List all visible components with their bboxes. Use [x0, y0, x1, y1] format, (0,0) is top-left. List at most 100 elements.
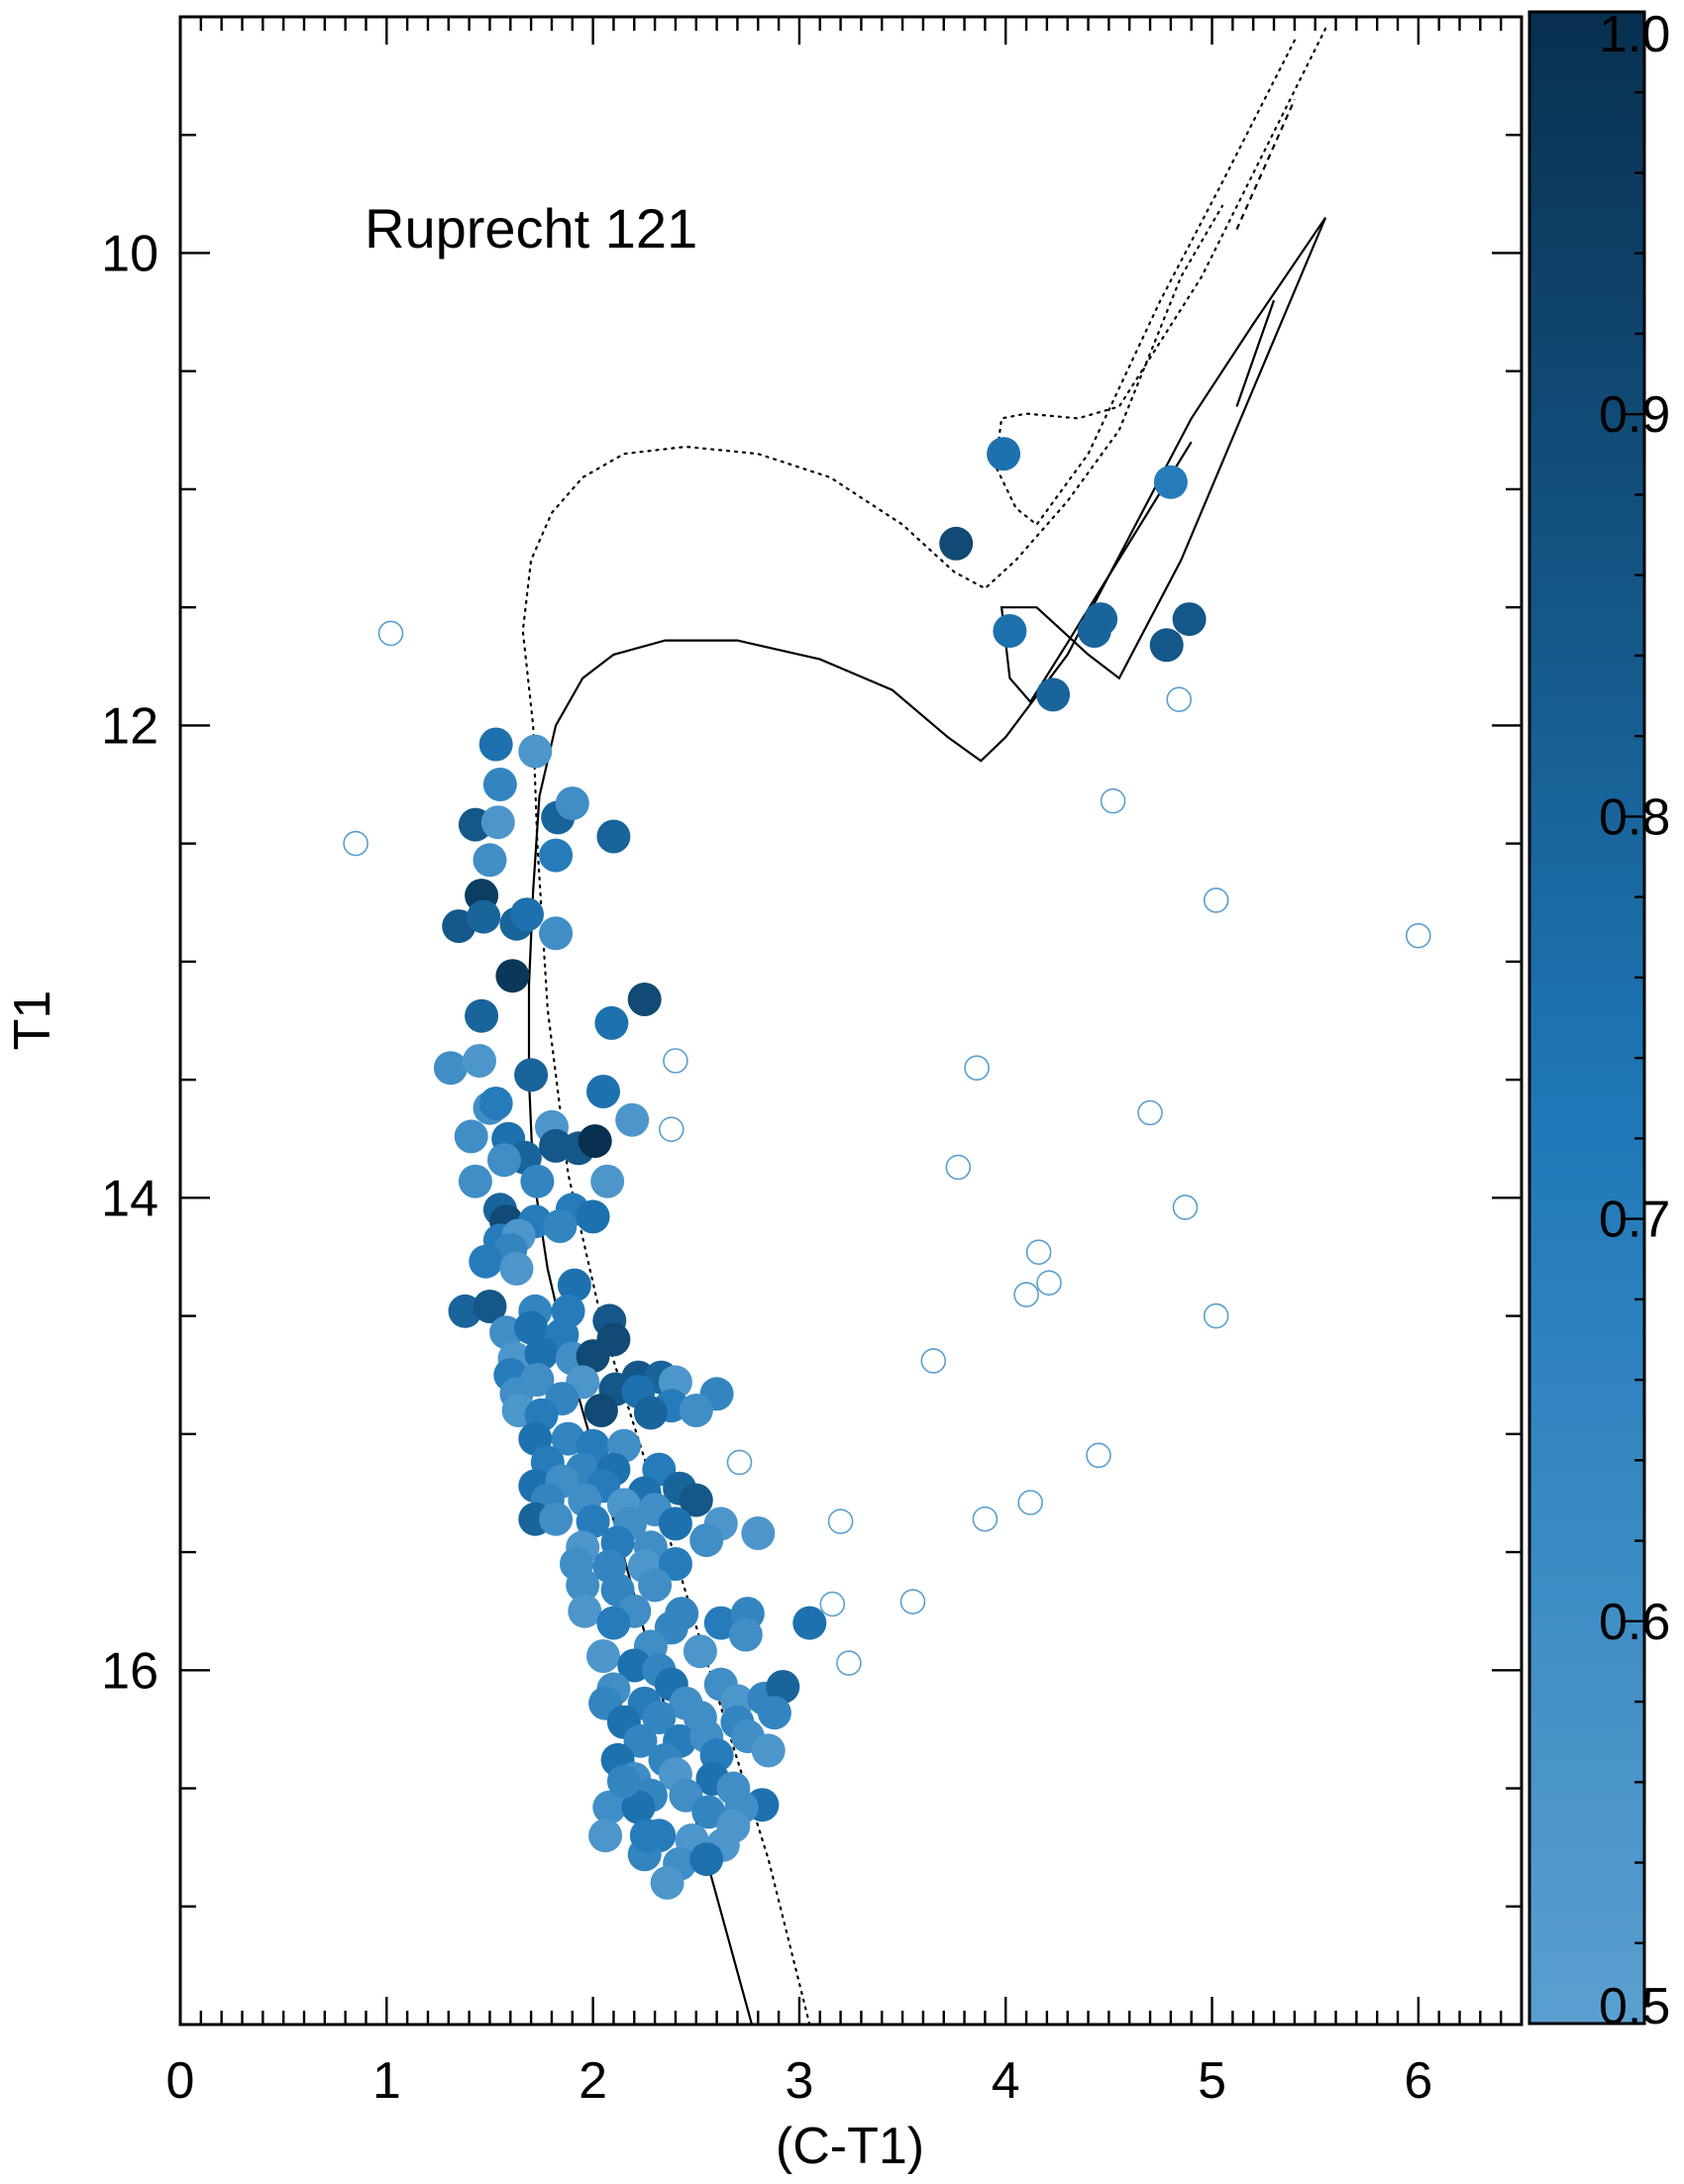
- nonmember-open-circle: [1172, 1195, 1199, 1220]
- member-filled-circle: [518, 734, 553, 769]
- member-filled-circle: [615, 1102, 650, 1137]
- isochrone-dotted: [521, 204, 1224, 2027]
- member-filled-circle: [454, 1119, 488, 1154]
- member-filled-circle: [539, 916, 574, 951]
- y-tick-label: 14: [101, 1170, 158, 1227]
- x-tick-label: 4: [992, 2052, 1020, 2110]
- colorbar-tick-label: 0.9: [1599, 386, 1670, 444]
- member-filled-circle: [658, 1507, 692, 1541]
- member-filled-circle: [716, 1809, 751, 1843]
- nonmember-open-circle: [1025, 1239, 1052, 1265]
- member-filled-circle: [467, 899, 501, 934]
- member-filled-circle: [463, 1044, 496, 1078]
- y-tick-label: 12: [101, 697, 158, 755]
- member-filled-circle: [751, 1733, 786, 1768]
- colorbar-tick-label: 0.8: [1599, 788, 1670, 846]
- member-filled-circle: [480, 805, 515, 840]
- member-filled-circle: [757, 1696, 791, 1730]
- member-filled-circle: [691, 1795, 726, 1829]
- member-filled-circle: [596, 1606, 631, 1640]
- member-filled-circle: [487, 1143, 521, 1178]
- nonmember-open-circle: [899, 1589, 926, 1614]
- member-filled-circle: [741, 1516, 776, 1550]
- member-filled-circle: [792, 1606, 827, 1640]
- member-filled-circle: [987, 437, 1021, 471]
- nonmember-open-circle: [1086, 1442, 1111, 1469]
- member-filled-circle: [586, 1075, 620, 1108]
- member-filled-circle: [514, 1310, 549, 1345]
- member-filled-circle: [576, 1339, 610, 1374]
- nonmember-open-circle: [964, 1055, 990, 1081]
- nonmember-open-circle: [819, 1591, 846, 1617]
- member-filled-circle: [1149, 628, 1184, 663]
- x-tick-label: 1: [372, 2052, 401, 2110]
- member-filled-circle: [766, 1670, 800, 1704]
- member-filled-circle: [679, 1394, 713, 1427]
- x-tick-label: 0: [166, 2052, 195, 2110]
- member-filled-circle: [594, 1005, 629, 1040]
- member-filled-circle: [683, 1634, 717, 1669]
- member-filled-circle: [473, 843, 507, 878]
- member-filled-circle: [689, 1523, 724, 1558]
- y-tick-label: 10: [101, 225, 158, 282]
- member-filled-circle: [638, 1568, 673, 1603]
- x-tick-label: 3: [785, 2052, 813, 2110]
- member-filled-circle: [629, 1819, 664, 1853]
- colorbar-ticks: 1.0 0.9 0.8 0.7 0.6 0.5: [1599, 6, 1670, 2035]
- plot-frame: [178, 15, 1524, 2027]
- member-filled-circle: [458, 1164, 492, 1198]
- x-tick-label: 2: [579, 2052, 607, 2110]
- member-filled-circle: [689, 1842, 724, 1877]
- nonmember-open-circle: [658, 1116, 684, 1142]
- member-filled-circle: [588, 1819, 623, 1853]
- isochrone-dotted-giant-branch: [994, 27, 1327, 527]
- member-filled-circle: [1036, 677, 1071, 712]
- colorbar: [1529, 12, 1644, 2024]
- member-filled-circle: [568, 1594, 602, 1628]
- member-filled-circle: [1172, 602, 1207, 637]
- member-filled-circle: [473, 1290, 507, 1323]
- member-filled-circle: [590, 1164, 625, 1198]
- member-filled-circle: [520, 1164, 555, 1198]
- member-filled-circle: [543, 1209, 578, 1243]
- colorbar-tick-label: 0.7: [1599, 1192, 1670, 1249]
- member-filled-circle: [478, 727, 513, 762]
- member-filled-circle: [576, 1505, 610, 1539]
- nonmember-open-circle: [663, 1048, 688, 1074]
- member-filled-circle: [939, 526, 974, 561]
- member-filled-circle: [478, 1087, 513, 1120]
- x-tick-label: 5: [1198, 2052, 1226, 2110]
- nonmember-open-circle: [377, 620, 404, 647]
- isochrone-dashed-tail: [1235, 99, 1296, 231]
- x-axis-label: (C-T1): [776, 2118, 924, 2175]
- member-filled-circle: [621, 1790, 656, 1824]
- x-tick-label: 6: [1404, 2052, 1432, 2110]
- nonmember-open-circle: [920, 1348, 947, 1374]
- member-filled-circle: [539, 1502, 574, 1536]
- member-filled-circle: [578, 1124, 612, 1159]
- colorbar-tick-label: 0.6: [1599, 1594, 1670, 1651]
- x-axis-ticks: 0 1 2 3 4 5 6: [166, 17, 1524, 2110]
- member-filled-circle: [633, 1396, 668, 1430]
- member-filled-circle: [557, 1268, 591, 1302]
- nonmember-open-circle: [945, 1154, 972, 1181]
- member-filled-circle: [566, 1568, 600, 1603]
- colorbar-tick-label: 0.5: [1599, 1978, 1670, 2035]
- member-filled-circle: [658, 1547, 692, 1581]
- data-points: [343, 437, 1431, 1900]
- isochrone-solid-tail: [1235, 299, 1276, 407]
- member-filled-circle: [583, 1394, 618, 1427]
- nonmember-open-circle: [1203, 1302, 1229, 1329]
- member-filled-circle: [514, 1058, 549, 1092]
- member-filled-circle: [539, 838, 574, 873]
- member-filled-circle: [433, 1051, 468, 1086]
- member-filled-circle: [465, 998, 499, 1033]
- nonmember-open-circle: [1036, 1270, 1062, 1296]
- colorbar-tick-label: 1.0: [1599, 6, 1670, 63]
- member-filled-circle: [606, 1764, 641, 1799]
- member-filled-circle: [555, 786, 589, 821]
- nonmember-open-circle: [827, 1508, 854, 1534]
- nonmember-open-circle: [972, 1506, 999, 1532]
